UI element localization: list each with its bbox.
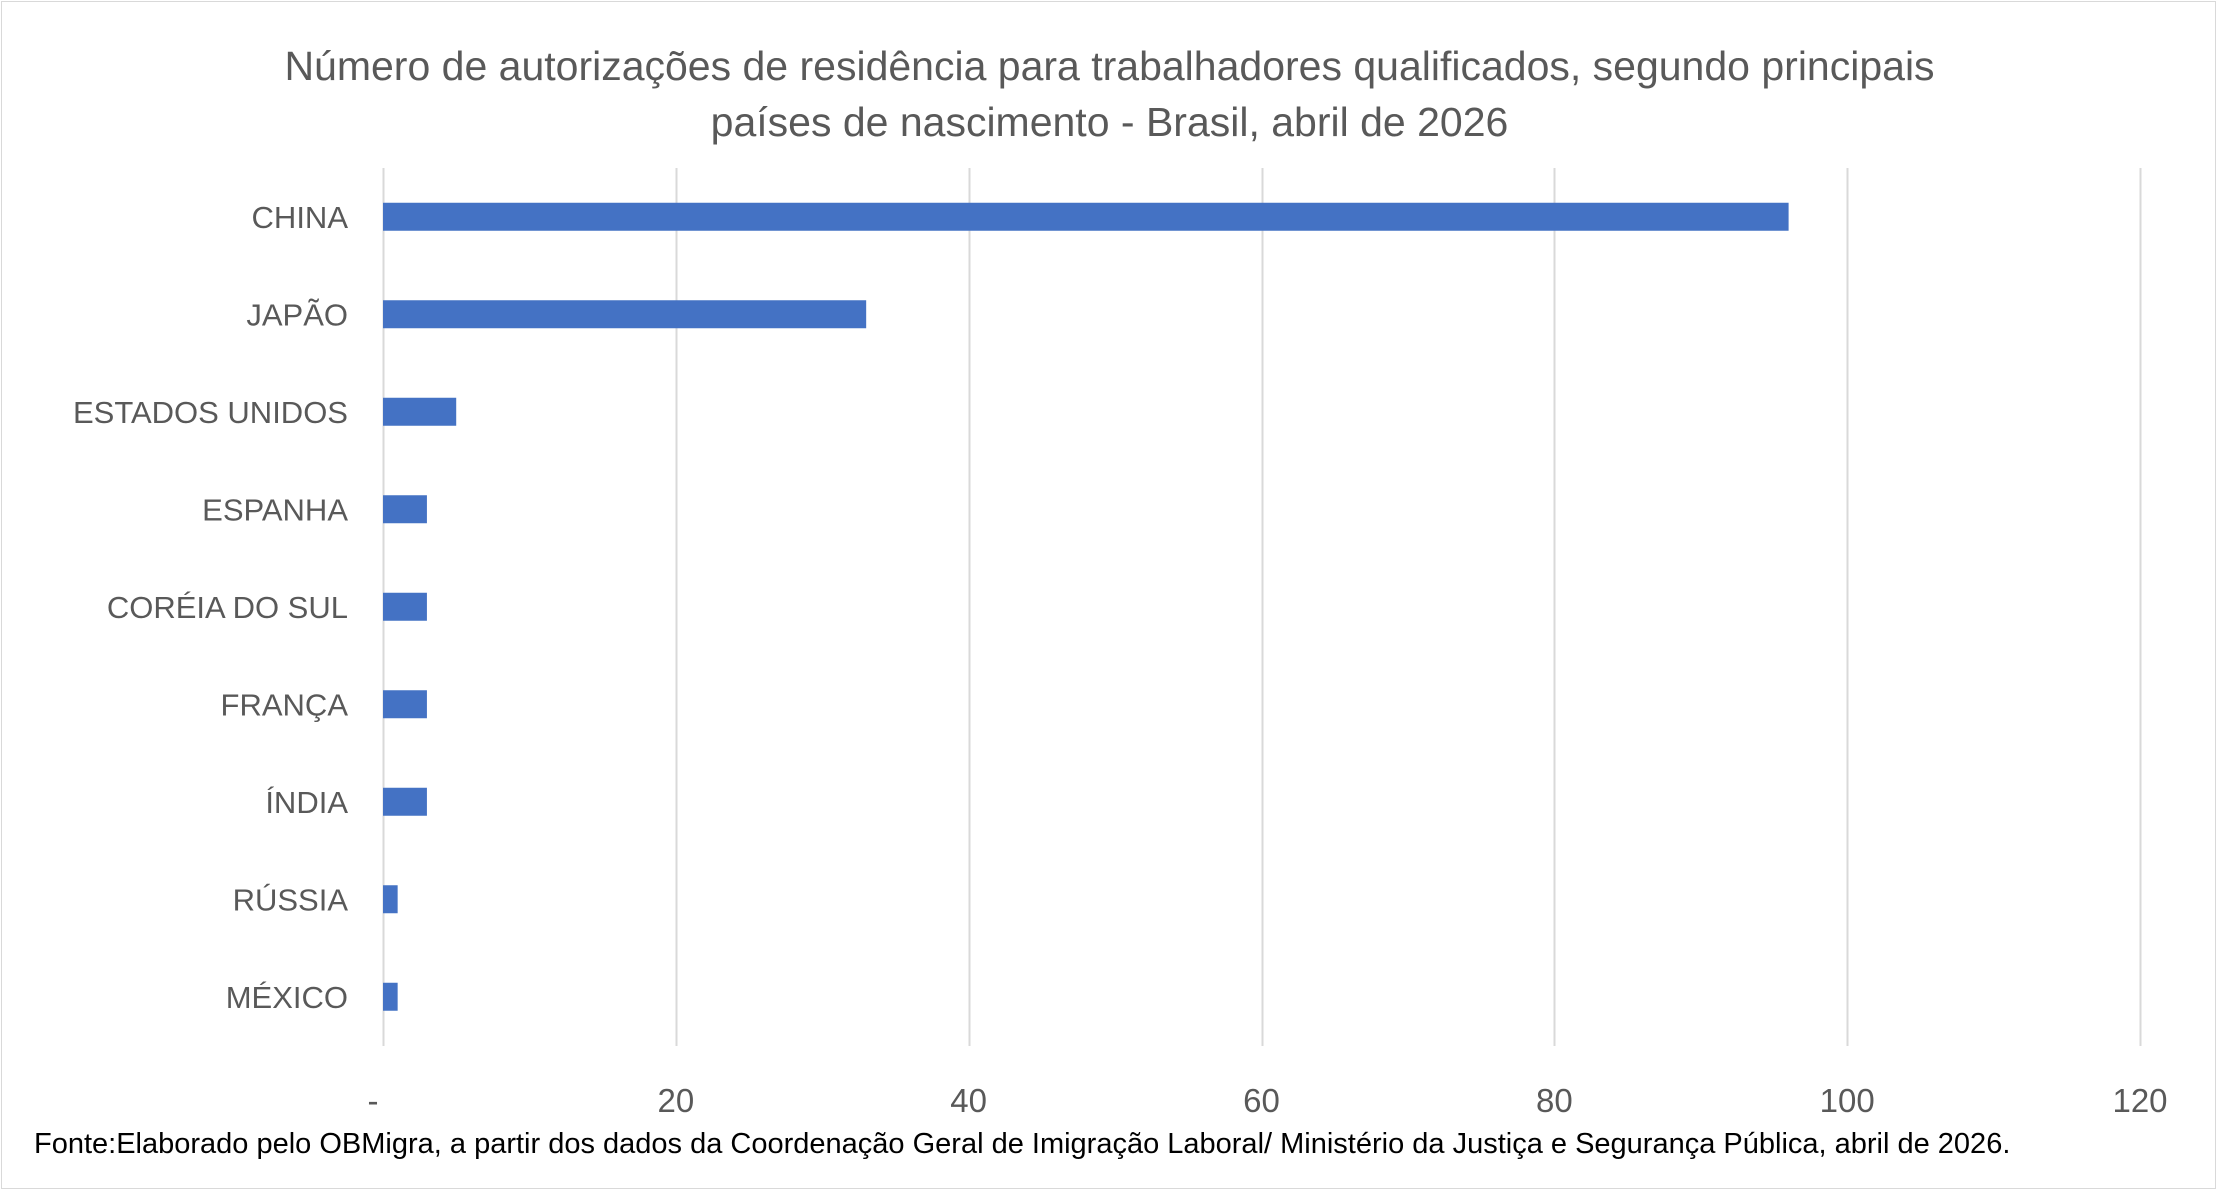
category-label-0: CHINA: [252, 200, 349, 235]
category-label-7: RÚSSIA: [233, 882, 349, 917]
bar-6: [383, 787, 427, 816]
category-label-1: JAPÃO: [246, 297, 348, 332]
bar-5: [383, 690, 427, 719]
bar-8: [383, 982, 398, 1011]
x-tick-label-6: 120: [2112, 1082, 2167, 1119]
bar-7: [383, 885, 398, 914]
category-labels: CHINA JAPÃO ESTADOS UNIDOS ESPANHA CORÉIA DO…: [73, 200, 348, 1015]
bars: [383, 202, 1789, 1011]
source-note: Fonte:Elaborado pelo OBMigra, a partir d…: [34, 1128, 2011, 1160]
bar-2: [383, 397, 457, 426]
category-label-3: ESPANHA: [202, 492, 348, 527]
x-tick-label-5: 100: [1820, 1082, 1875, 1119]
category-label-2: ESTADOS UNIDOS: [73, 395, 348, 430]
chart-title-line-2: países de nascimento - Brasil, abril de …: [710, 99, 1509, 145]
gridlines: [382, 168, 2142, 1046]
bar-4: [383, 592, 427, 621]
x-tick-labels: - 20 40 60 80 100 120: [368, 1082, 2168, 1119]
category-label-4: CORÉIA DO SUL: [107, 590, 348, 625]
x-tick-label-2: 40: [950, 1082, 987, 1119]
chart-title-line-1: Número de autorizações de residência par…: [284, 43, 1935, 89]
x-tick-label-1: 20: [657, 1082, 694, 1119]
bar-0: [383, 202, 1789, 231]
x-tick-label-4: 80: [1536, 1082, 1573, 1119]
category-label-6: ÍNDIA: [265, 785, 348, 820]
category-label-5: FRANÇA: [221, 687, 349, 722]
bar-3: [383, 495, 427, 524]
category-label-8: MÉXICO: [226, 980, 348, 1015]
x-tick-label-0: -: [368, 1082, 379, 1119]
x-tick-label-3: 60: [1243, 1082, 1280, 1119]
chart-title: Número de autorizações de residência par…: [0, 38, 2219, 150]
bar-1: [383, 300, 867, 329]
